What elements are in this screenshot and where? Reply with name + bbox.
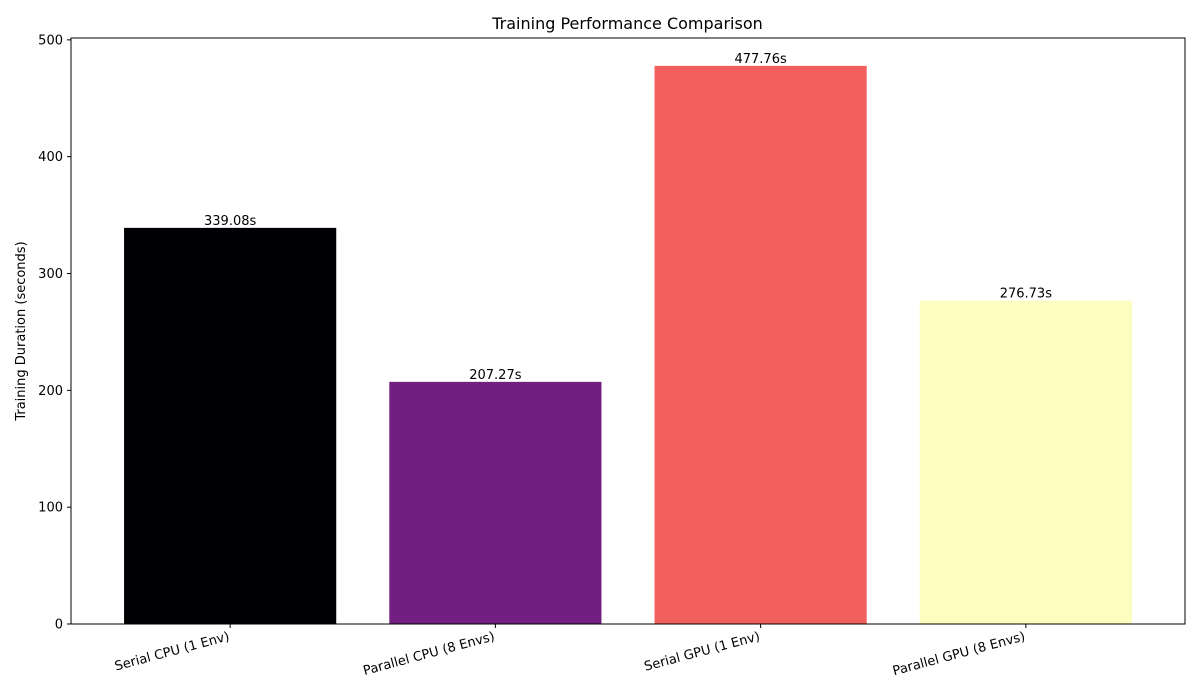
bar-value-label: 207.27s xyxy=(469,368,521,383)
y-tick-label: 0 xyxy=(55,618,63,633)
bar-value-label: 477.76s xyxy=(734,52,786,67)
chart-title: Training Performance Comparison xyxy=(491,14,763,33)
y-tick-label: 100 xyxy=(38,501,63,516)
y-tick-label: 400 xyxy=(38,150,63,165)
x-tick-label: Parallel CPU (8 Envs) xyxy=(362,629,497,679)
plot-area-frame xyxy=(70,37,1186,625)
x-tick-label: Serial GPU (1 Env) xyxy=(643,629,762,674)
y-tick-label: 300 xyxy=(38,267,63,282)
x-tick-label: Serial CPU (1 Env) xyxy=(113,629,231,674)
bar xyxy=(124,227,337,624)
data-labels: 339.08s 207.27s 477.76s 276.73s xyxy=(204,52,1052,383)
bars xyxy=(124,65,1132,624)
bar-value-label: 276.73s xyxy=(1000,287,1052,302)
y-axis-label: Training Duration (seconds) xyxy=(14,241,29,421)
bar xyxy=(389,381,602,624)
bar xyxy=(654,65,867,624)
y-tick-label: 200 xyxy=(38,384,63,399)
x-tick-label: Parallel GPU (8 Envs) xyxy=(891,629,1027,679)
y-tick-label: 500 xyxy=(38,33,63,48)
bar-value-label: 339.08s xyxy=(204,214,256,229)
bar xyxy=(919,300,1132,624)
